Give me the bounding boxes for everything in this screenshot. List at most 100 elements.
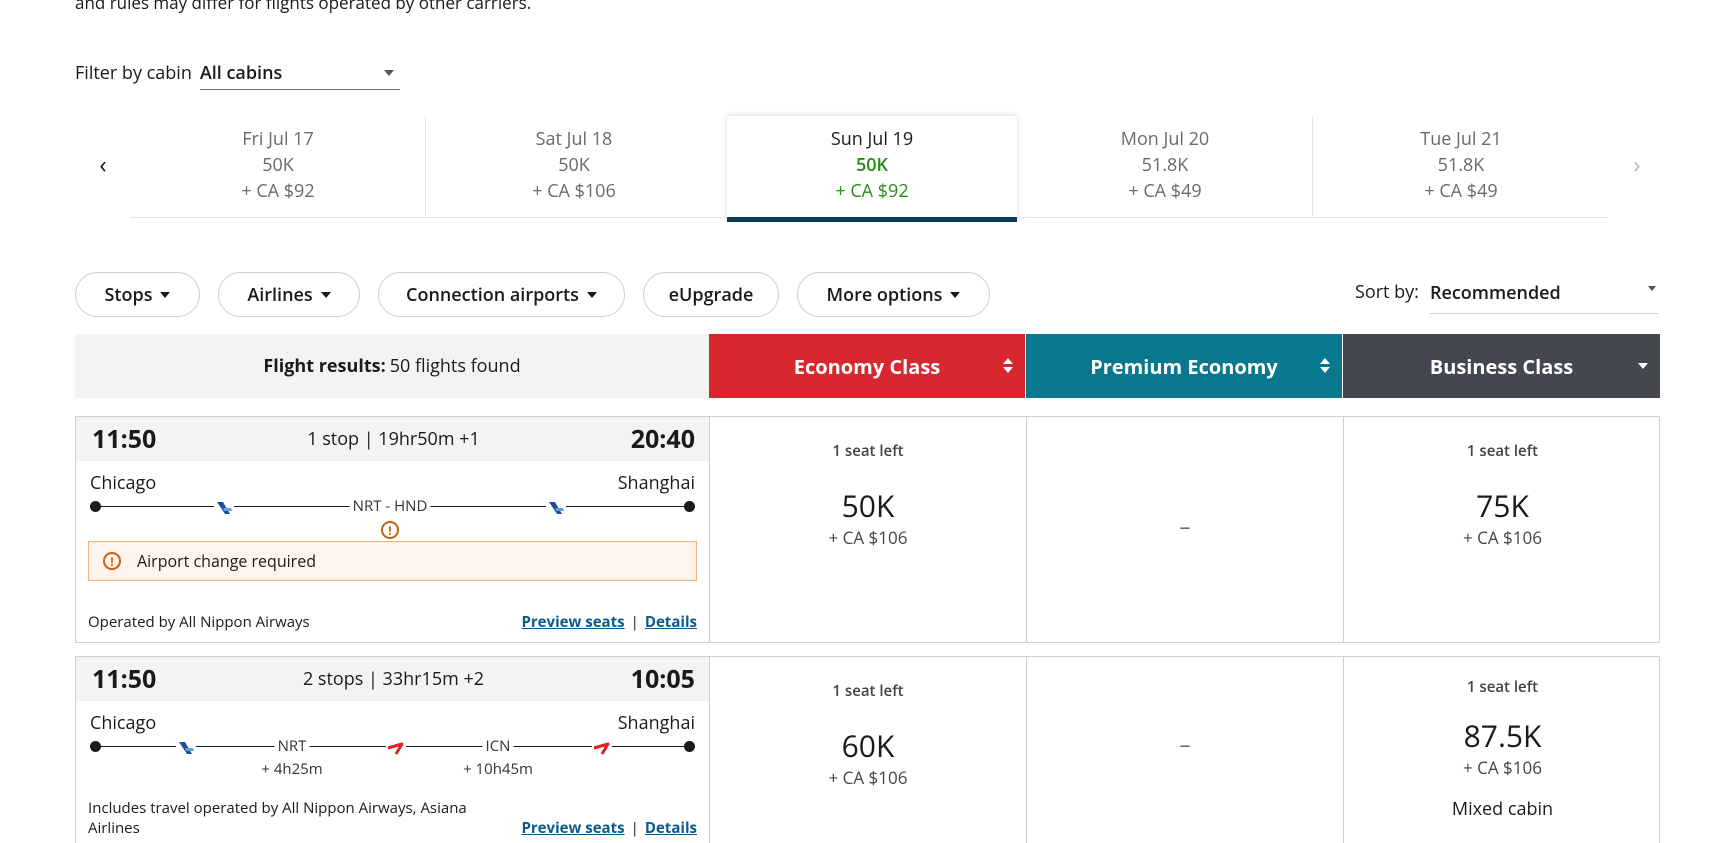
fare-tax: + CA $106: [828, 526, 908, 549]
date-option-jul-17[interactable]: Fri Jul 17 50K + CA $92: [130, 116, 426, 218]
economy-fare-cell[interactable]: 1 seat left 50K + CA $106: [710, 417, 1027, 642]
details-link[interactable]: Details: [644, 818, 697, 838]
flight-result-row: 11:50 1 stop | 19hr50m +1 20:40 Chicago …: [75, 416, 1660, 643]
cabin-name: Economy Class: [793, 352, 941, 380]
eupgrade-filter-label: eUpgrade: [668, 282, 754, 307]
fare-tax: + CA $106: [1463, 526, 1542, 549]
asiana-airline-icon: [386, 739, 406, 755]
premium-economy-column-header[interactable]: Premium Economy: [1026, 334, 1342, 398]
details-link[interactable]: Details: [644, 612, 697, 632]
ana-airline-icon: [214, 499, 234, 515]
route-diagram: NRT - HND !: [90, 495, 695, 539]
origin-city: Chicago: [90, 471, 157, 495]
origin-city: Chicago: [90, 711, 157, 735]
stop-airport: NRT: [274, 736, 310, 756]
business-fare-cell[interactable]: 1 seat left 75K + CA $106: [1344, 417, 1661, 642]
unavailable-dash: –: [1179, 729, 1191, 759]
stops-filter-label: Stops: [104, 282, 153, 307]
flight-result-row: 11:50 2 stops | 33hr15m +2 10:05 Chicago…: [75, 656, 1660, 843]
preview-seats-link[interactable]: Preview seats: [521, 818, 625, 838]
chevron-down-icon: [1648, 286, 1656, 291]
stops-duration: 2 stops | 33hr15m +2: [302, 667, 485, 691]
chevron-down-icon: [950, 291, 961, 298]
stops-duration: 1 stop | 19hr50m +1: [307, 427, 480, 451]
link-separator: |: [630, 612, 639, 632]
flight-footer: Operated by All Nippon Airways Preview s…: [88, 612, 697, 632]
destination-dot: [684, 741, 695, 752]
destination-city: Shanghai: [617, 711, 695, 735]
date-miles: 51.8K: [1141, 153, 1189, 177]
route-diagram: NRT + 4h25m ICN + 10h45m: [90, 735, 695, 779]
date-divider: [425, 116, 426, 216]
arrival-time: 20:40: [630, 422, 695, 456]
flight-links: Preview seats | Details: [521, 818, 697, 838]
more-options-filter-button[interactable]: More options: [797, 272, 990, 317]
warning-icon: !: [103, 552, 121, 570]
previous-dates-button[interactable]: ‹: [99, 147, 107, 181]
flight-info: 11:50 1 stop | 19hr50m +1 20:40 Chicago …: [76, 417, 710, 642]
sort-icon: [1320, 358, 1330, 373]
departure-time: 11:50: [92, 662, 157, 696]
seats-left: 1 seat left: [1466, 441, 1539, 461]
chevron-down-icon: [160, 291, 171, 298]
cabin-name: Premium Economy: [1090, 352, 1278, 380]
stop-airport: ICN: [482, 736, 514, 756]
flight-cities: Chicago Shanghai: [76, 701, 709, 735]
date-tax: + CA $106: [532, 179, 616, 203]
connection-airports-filter-button[interactable]: Connection airports: [378, 272, 625, 317]
date-option-jul-18[interactable]: Sat Jul 18 50K + CA $106: [426, 116, 722, 218]
business-fare-cell[interactable]: 1 seat left 87.5K + CA $106 Mixed cabin: [1344, 657, 1661, 843]
flight-cities: Chicago Shanghai: [76, 461, 709, 495]
date-carousel: ‹ Fri Jul 17 50K + CA $92 Sat Jul 18 50K…: [75, 116, 1675, 222]
warning-icon: !: [381, 521, 399, 539]
stops-filter-button[interactable]: Stops: [75, 272, 200, 317]
layover-duration: + 10h45m: [463, 759, 533, 779]
date-tax: + CA $49: [1424, 179, 1498, 203]
airlines-filter-button[interactable]: Airlines: [218, 272, 360, 317]
sort-icon: [1003, 358, 1013, 373]
date-label: Fri Jul 17: [242, 127, 314, 151]
more-options-filter-label: More options: [826, 282, 943, 307]
premium-economy-fare-cell: –: [1027, 417, 1344, 642]
date-label: Sun Jul 19: [830, 127, 914, 151]
departure-time: 11:50: [92, 422, 157, 456]
date-option-jul-21[interactable]: Tue Jul 21 51.8K + CA $49: [1313, 116, 1609, 218]
date-option-jul-19-selected[interactable]: Sun Jul 19 50K + CA $92: [727, 116, 1017, 222]
economy-class-column-header[interactable]: Economy Class: [709, 334, 1025, 398]
alert-text: Airport change required: [137, 550, 316, 572]
eupgrade-filter-button[interactable]: eUpgrade: [643, 272, 779, 317]
date-tax: + CA $92: [241, 179, 315, 203]
chevron-down-icon: [383, 69, 394, 76]
chevron-down-icon: [320, 291, 331, 298]
date-track: Fri Jul 17 50K + CA $92 Sat Jul 18 50K +…: [130, 116, 1609, 222]
layover-duration: + 4h25m: [261, 759, 323, 779]
premium-economy-fare-cell: –: [1027, 657, 1344, 843]
fare-tax: + CA $106: [1463, 756, 1542, 779]
unavailable-dash: –: [1179, 511, 1191, 541]
flight-info: 11:50 2 stops | 33hr15m +2 10:05 Chicago…: [76, 657, 710, 843]
date-divider: [1312, 116, 1313, 216]
date-miles: 50K: [855, 153, 889, 177]
date-miles: 50K: [558, 153, 590, 177]
date-option-jul-20[interactable]: Mon Jul 20 51.8K + CA $49: [1017, 116, 1313, 218]
fare-rules-note: and rules may differ for flights operate…: [75, 0, 532, 14]
business-class-column-header[interactable]: Business Class: [1343, 334, 1660, 398]
date-label: Tue Jul 21: [1420, 127, 1502, 151]
flight-summary-bar: 11:50 1 stop | 19hr50m +1 20:40: [76, 417, 709, 461]
next-dates-button[interactable]: ›: [1633, 147, 1641, 181]
connection-airports: NRT - HND: [349, 496, 431, 516]
origin-dot: [90, 501, 101, 512]
seats-left: 1 seat left: [1466, 677, 1539, 697]
mixed-cabin-note: Mixed cabin: [1451, 797, 1554, 821]
fare-miles: 75K: [1476, 485, 1529, 526]
fare-miles: 60K: [841, 725, 895, 766]
ana-airline-icon: [176, 739, 196, 755]
sort-select[interactable]: Recommended: [1430, 272, 1658, 314]
fare-miles: 87.5K: [1463, 715, 1542, 756]
origin-dot: [90, 741, 101, 752]
cabin-filter-select[interactable]: All cabins: [199, 56, 400, 90]
preview-seats-link[interactable]: Preview seats: [521, 612, 625, 632]
flight-footer: Includes travel operated by All Nippon A…: [88, 798, 697, 838]
economy-fare-cell[interactable]: 1 seat left 60K + CA $106: [710, 657, 1027, 843]
airport-change-alert: ! Airport change required: [88, 541, 697, 581]
